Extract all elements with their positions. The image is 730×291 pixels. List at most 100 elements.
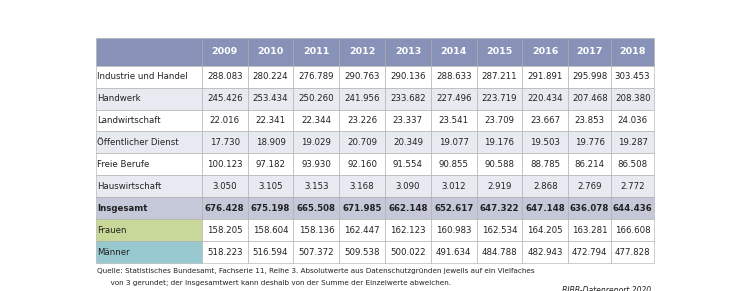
Text: 509.538: 509.538 (345, 248, 380, 257)
Bar (611, 197, 654, 219)
Bar (293, 109, 339, 132)
Text: 17.730: 17.730 (210, 138, 240, 147)
Bar (431, 175, 477, 197)
Text: 303.453: 303.453 (615, 72, 650, 81)
Bar (477, 132, 523, 153)
Bar (96, 241, 202, 263)
Text: 675.198: 675.198 (251, 204, 291, 213)
Text: 208.380: 208.380 (615, 94, 650, 103)
Text: 162.447: 162.447 (345, 226, 380, 235)
Bar (568, 197, 611, 219)
Bar (293, 65, 339, 88)
Bar (339, 175, 385, 197)
Text: Handwerk: Handwerk (98, 94, 141, 103)
Bar (523, 153, 568, 175)
Bar (477, 241, 523, 263)
Text: 158.604: 158.604 (253, 226, 288, 235)
Text: Insgesamt: Insgesamt (98, 204, 148, 213)
Text: 652.617: 652.617 (434, 204, 473, 213)
Text: 644.436: 644.436 (612, 204, 653, 213)
Bar (385, 38, 431, 65)
Text: 2018: 2018 (620, 47, 646, 56)
Text: Industrie und Handel: Industrie und Handel (98, 72, 188, 81)
Text: 291.891: 291.891 (528, 72, 563, 81)
Bar (568, 175, 611, 197)
Bar (293, 153, 339, 175)
Text: 288.083: 288.083 (207, 72, 242, 81)
Bar (523, 197, 568, 219)
Bar (247, 132, 293, 153)
Bar (568, 219, 611, 241)
Bar (247, 65, 293, 88)
Bar (523, 175, 568, 197)
Text: 18.909: 18.909 (255, 138, 285, 147)
Bar (477, 219, 523, 241)
Text: 2012: 2012 (349, 47, 375, 56)
Bar (339, 65, 385, 88)
Text: 636.078: 636.078 (570, 204, 610, 213)
Text: 647.322: 647.322 (480, 204, 519, 213)
Bar (385, 109, 431, 132)
Bar (477, 197, 523, 219)
Bar (385, 88, 431, 109)
Bar (202, 241, 247, 263)
Text: 290.763: 290.763 (345, 72, 380, 81)
Bar (477, 38, 523, 65)
Text: 2009: 2009 (212, 47, 238, 56)
Text: 245.426: 245.426 (207, 94, 242, 103)
Bar (568, 132, 611, 153)
Text: 23.667: 23.667 (530, 116, 561, 125)
Bar (611, 153, 654, 175)
Text: Freie Berufe: Freie Berufe (98, 160, 150, 169)
Bar (339, 153, 385, 175)
Bar (202, 197, 247, 219)
Bar (611, 65, 654, 88)
Text: 2.769: 2.769 (577, 182, 602, 191)
Bar (431, 38, 477, 65)
Text: 23.226: 23.226 (347, 116, 377, 125)
Text: 20.349: 20.349 (393, 138, 423, 147)
Text: 2.772: 2.772 (620, 182, 645, 191)
Bar (477, 88, 523, 109)
Text: Männer: Männer (98, 248, 130, 257)
Text: 90.588: 90.588 (485, 160, 515, 169)
Bar (523, 132, 568, 153)
Bar (202, 38, 247, 65)
Bar (247, 219, 293, 241)
Text: 518.223: 518.223 (207, 248, 242, 257)
Text: Quelle: Statistisches Bundesamt, Fachserie 11, Reihe 3. Absolutwerte aus Datensc: Quelle: Statistisches Bundesamt, Fachser… (97, 268, 534, 274)
Text: 2016: 2016 (532, 47, 558, 56)
Bar (339, 219, 385, 241)
Bar (96, 88, 202, 109)
Bar (431, 241, 477, 263)
Text: 2011: 2011 (303, 47, 329, 56)
Text: 23.853: 23.853 (575, 116, 604, 125)
Bar (339, 241, 385, 263)
Bar (385, 241, 431, 263)
Bar (568, 241, 611, 263)
Text: 3.090: 3.090 (396, 182, 420, 191)
Text: 19.503: 19.503 (530, 138, 561, 147)
Bar (202, 132, 247, 153)
Text: 23.709: 23.709 (485, 116, 515, 125)
Bar (202, 175, 247, 197)
Bar (96, 219, 202, 241)
Text: 3.153: 3.153 (304, 182, 328, 191)
Text: 19.776: 19.776 (575, 138, 604, 147)
Text: 166.608: 166.608 (615, 226, 650, 235)
Bar (568, 109, 611, 132)
Text: 2.919: 2.919 (488, 182, 512, 191)
Text: 90.855: 90.855 (439, 160, 469, 169)
Text: 227.496: 227.496 (436, 94, 472, 103)
Bar (96, 65, 202, 88)
Text: 665.508: 665.508 (297, 204, 336, 213)
Text: 22.016: 22.016 (210, 116, 240, 125)
Bar (431, 132, 477, 153)
Text: 93.930: 93.930 (301, 160, 331, 169)
Bar (611, 38, 654, 65)
Bar (202, 219, 247, 241)
Text: 22.344: 22.344 (301, 116, 331, 125)
Bar (477, 153, 523, 175)
Bar (431, 153, 477, 175)
Bar (293, 38, 339, 65)
